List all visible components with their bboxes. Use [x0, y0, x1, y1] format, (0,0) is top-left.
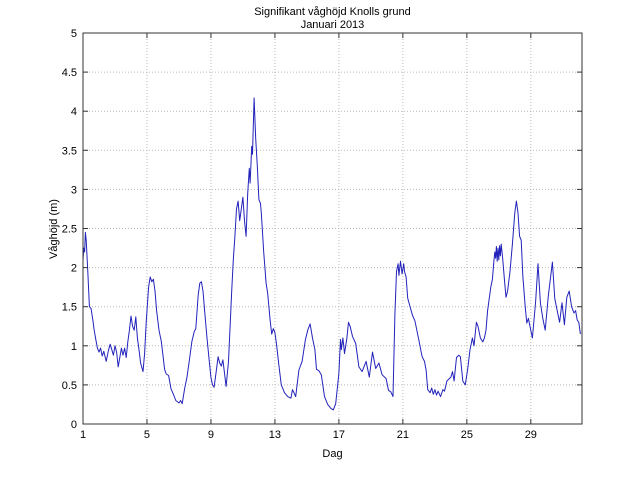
- x-tick-label: 13: [269, 429, 281, 441]
- y-tick-label: 4.5: [62, 67, 77, 79]
- y-tick-label: 3.5: [62, 145, 77, 157]
- x-tick-label: 9: [208, 429, 214, 441]
- chart-subtitle: Januari 2013: [300, 19, 365, 31]
- y-axis-label-wrap: Våghöjd (m): [38, 33, 70, 424]
- y-tick-label: 0.5: [62, 380, 77, 392]
- wave-height-series: [82, 97, 581, 411]
- x-tick-label: 29: [525, 429, 537, 441]
- x-tick-label: 1: [80, 429, 86, 441]
- y-axis-label: Våghöjd (m): [48, 198, 61, 259]
- x-axis-label: Dag: [322, 448, 343, 460]
- y-tick-label: 1.5: [62, 302, 77, 314]
- tick-labels: 1 5 9 13 17 21 25 29 0 0.5 1 1.5 2 2.5 3 3.5 4 4.5 5: [62, 28, 537, 441]
- tick-marks: [82, 32, 582, 425]
- y-tick-label: 1: [71, 341, 77, 353]
- y-tick-label: 2: [71, 263, 77, 275]
- grid: [82, 32, 582, 425]
- y-tick-label: 4: [71, 106, 77, 118]
- data-line-group: [82, 97, 581, 411]
- y-tick-label: 5: [71, 28, 77, 40]
- x-tick-label: 17: [333, 429, 345, 441]
- y-tick-label: 0: [71, 419, 77, 431]
- x-tick-label: 21: [397, 429, 409, 441]
- y-tick-label: 3: [71, 184, 77, 196]
- x-tick-label: 25: [461, 429, 473, 441]
- y-tick-label: 2.5: [62, 224, 77, 236]
- chart-title-block: Signifikant våghöjd Knolls grund Januari…: [83, 6, 582, 32]
- chart-title: Signifikant våghöjd Knolls grund: [254, 6, 411, 18]
- x-tick-label: 5: [144, 429, 150, 441]
